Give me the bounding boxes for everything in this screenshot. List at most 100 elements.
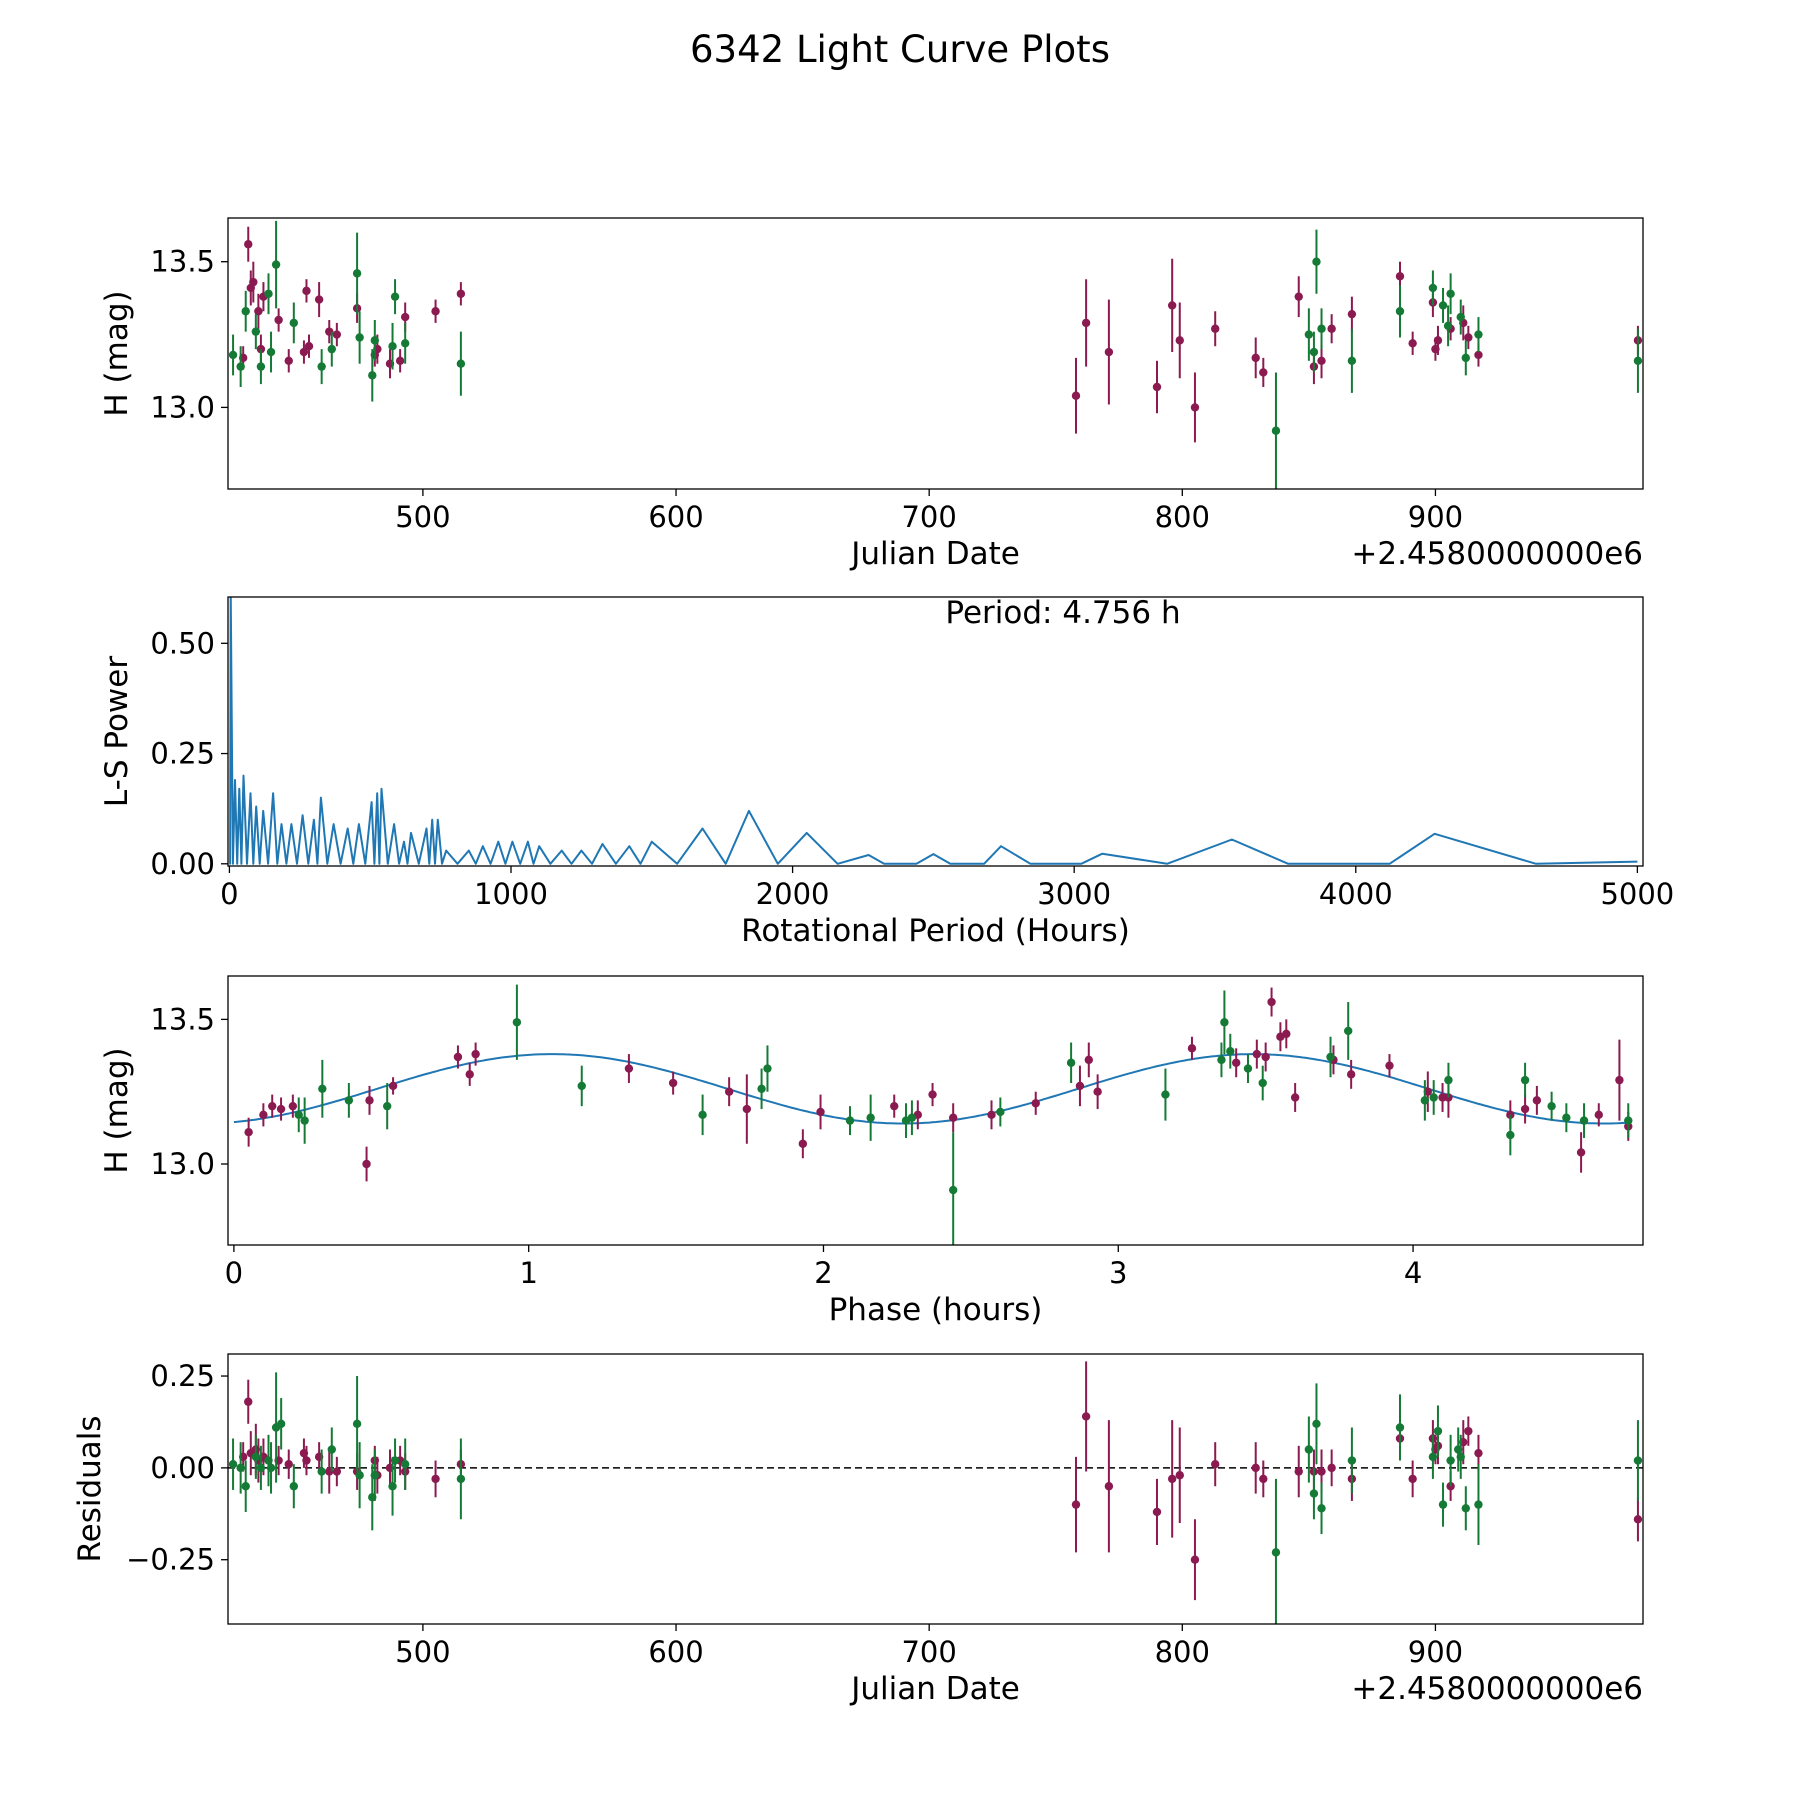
x-tick-label: 500: [395, 1635, 450, 1669]
data-point: [388, 342, 397, 351]
data-point: [390, 292, 400, 301]
data-point: [271, 260, 281, 269]
y-axis-label: H (mag): [99, 290, 135, 416]
data-point: [1220, 1018, 1229, 1027]
data-point: [1252, 1049, 1262, 1059]
data-point: [299, 347, 309, 357]
data-point: [259, 1110, 268, 1120]
data-point: [1211, 1460, 1220, 1469]
data-point: [757, 1084, 766, 1094]
data-point: [241, 1482, 250, 1491]
data-point: [264, 289, 273, 298]
data-point: [816, 1107, 825, 1117]
data-point: [1474, 330, 1483, 339]
data-point: [763, 1064, 772, 1073]
y-axis-label: Residuals: [72, 1415, 108, 1562]
data-point: [1474, 1500, 1483, 1509]
data-point: [742, 1104, 752, 1114]
data-point: [1326, 1052, 1335, 1062]
data-point: [1327, 324, 1336, 333]
data-point: [344, 1096, 354, 1105]
x-axis-label: Phase (hours): [829, 1292, 1043, 1328]
data-point: [1428, 1452, 1438, 1462]
period-annotation: Period: 4.756 h: [945, 595, 1180, 631]
data-point: [268, 1101, 277, 1111]
data-point: [1461, 1504, 1471, 1513]
x-axis-label: Julian Date: [849, 536, 1020, 572]
data-point: [1446, 289, 1455, 298]
data-point: [1152, 1507, 1162, 1517]
data-point: [251, 1452, 261, 1462]
data-point: [1347, 356, 1357, 365]
data-point: [382, 1101, 392, 1111]
y-tick-label: 0.25: [150, 737, 215, 771]
x-tick-label: 800: [1155, 1635, 1210, 1669]
data-point: [996, 1107, 1005, 1117]
data-point: [1317, 1504, 1326, 1513]
data-point: [1615, 1075, 1624, 1085]
data-point: [866, 1113, 875, 1122]
data-point: [1226, 1047, 1235, 1056]
data-point: [1190, 403, 1200, 412]
data-point: [314, 295, 324, 304]
data-point: [370, 336, 380, 345]
data-point: [1104, 347, 1114, 357]
data-point: [1271, 1548, 1281, 1557]
data-point: [1309, 347, 1319, 357]
data-point: [228, 1460, 238, 1469]
data-point: [400, 1460, 410, 1469]
p4-plot-area: [228, 1361, 1643, 1624]
data-point: [1327, 1463, 1336, 1473]
p3-plot-area: [233, 984, 1633, 1245]
data-point: [332, 330, 342, 339]
data-point: [251, 327, 261, 336]
data-point: [302, 1456, 311, 1465]
x-tick-label: 700: [901, 500, 956, 534]
y-axis-label: L-S Power: [99, 656, 135, 807]
data-point: [1093, 1087, 1102, 1096]
y-tick-label: 13.5: [150, 245, 215, 279]
data-point: [907, 1113, 917, 1122]
data-point: [1547, 1101, 1556, 1111]
x-tick-label: 0: [220, 877, 238, 911]
data-point: [577, 1081, 586, 1091]
data-point: [365, 1096, 374, 1105]
data-point: [1346, 1070, 1356, 1079]
data-point: [1211, 324, 1220, 333]
data-point: [1243, 1064, 1253, 1073]
data-point: [1461, 353, 1471, 363]
data-point: [355, 1471, 364, 1480]
data-point: [1438, 1093, 1447, 1102]
data-point: [1464, 1426, 1473, 1436]
data-point: [355, 333, 364, 342]
x-offset-label: +2.4580000000e6: [1351, 1671, 1643, 1707]
periodogram-line: [229, 597, 1638, 865]
x-axis-label: Rotational Period (Hours): [741, 913, 1130, 949]
data-point: [1251, 1463, 1260, 1473]
data-point: [1579, 1116, 1589, 1125]
x-tick-label: 900: [1408, 1635, 1463, 1669]
data-point: [1385, 1061, 1394, 1070]
data-point: [327, 344, 336, 354]
data-point: [1317, 356, 1326, 365]
data-point: [1456, 1452, 1465, 1462]
p1-axes-frame: [227, 217, 1644, 490]
data-point: [236, 362, 245, 371]
data-point: [948, 1185, 958, 1195]
data-point: [318, 1084, 327, 1094]
y-tick-label: 0.25: [150, 1359, 215, 1393]
data-point: [1562, 1113, 1571, 1122]
data-point: [1317, 1467, 1326, 1476]
x-tick-label: 500: [395, 500, 450, 534]
x-tick-label: 600: [648, 500, 703, 534]
data-point: [1408, 1474, 1417, 1484]
data-point: [276, 1104, 286, 1114]
p2-plot-area: [229, 597, 1638, 865]
data-point: [1456, 312, 1465, 322]
data-point: [1576, 1148, 1586, 1157]
data-point: [1081, 318, 1091, 328]
data-point: [256, 1463, 266, 1473]
x-tick-label: 3: [1109, 1256, 1127, 1290]
data-point: [668, 1078, 678, 1088]
